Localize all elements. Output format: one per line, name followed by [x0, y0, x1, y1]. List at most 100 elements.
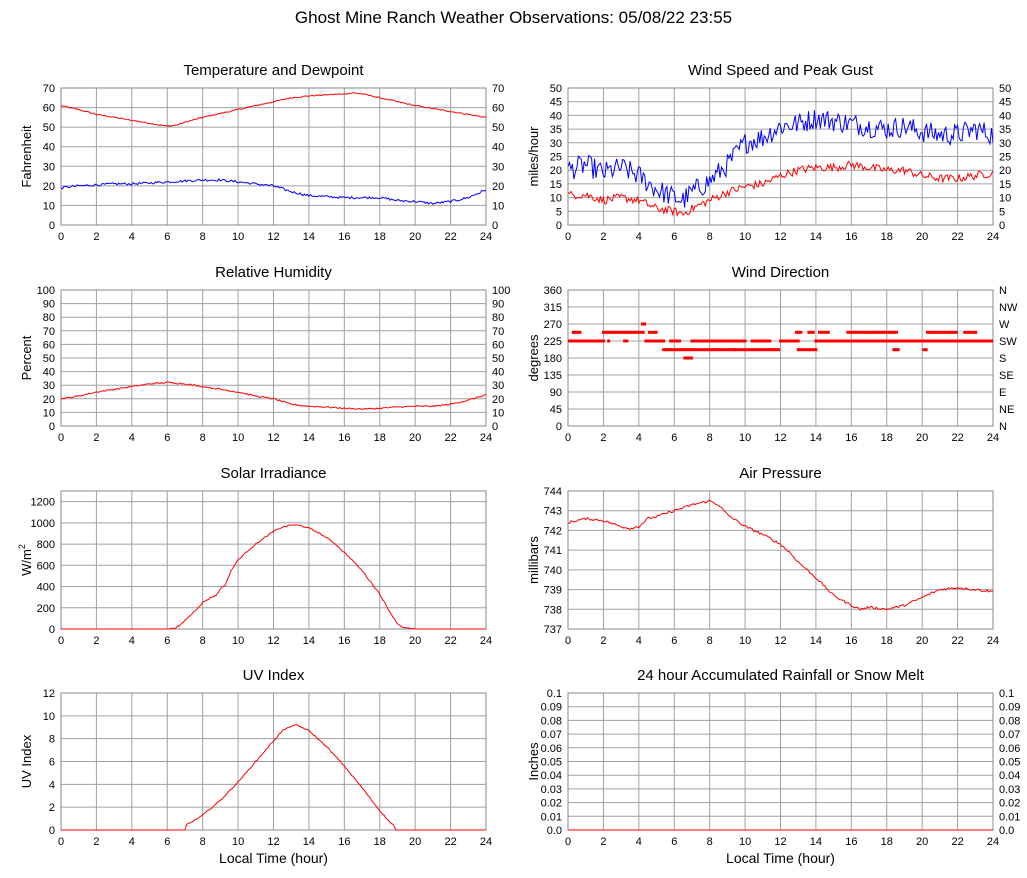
wind-direction-point — [574, 330, 578, 334]
wind-direction-point — [666, 348, 670, 352]
x-tick-label: 22 — [951, 836, 963, 848]
wind-direction-point — [690, 339, 694, 343]
wind-direction-point — [586, 339, 590, 343]
wind-direction-point — [678, 339, 682, 343]
wind-direction-point — [646, 339, 650, 343]
wind-direction-point — [573, 339, 577, 343]
x-tick-label: 20 — [916, 836, 928, 848]
y-tick-label: 30 — [43, 161, 55, 173]
chart-title: UV Index — [243, 667, 305, 684]
wind-direction-point — [922, 339, 926, 343]
wind-direction-point — [965, 330, 969, 334]
series-line-wind-speed — [568, 160, 993, 218]
y-tick-label: 738 — [544, 604, 562, 616]
y-tick-label: 742 — [544, 525, 562, 537]
x-tick-label: 22 — [444, 432, 456, 444]
x-tick-label: 24 — [987, 231, 999, 243]
y-tick-label-right: 0 — [492, 421, 498, 433]
x-tick-label: 6 — [671, 635, 677, 647]
wind-direction-point — [864, 330, 867, 334]
wind-direction-point — [742, 339, 746, 343]
wind-direction-point — [840, 339, 844, 343]
x-tick-label: 0 — [565, 836, 571, 848]
x-tick-label: 18 — [374, 836, 386, 848]
y-axis-label: miles/hour — [526, 126, 541, 187]
wind-direction-point — [960, 339, 964, 343]
plot-frame — [60, 289, 487, 427]
y-tick-label-right: 30 — [492, 161, 504, 173]
y-tick-label: 20 — [43, 181, 55, 193]
y-tick-label: 225 — [544, 336, 562, 348]
y-tick-label-right: 50 — [492, 353, 504, 365]
wind-direction-point — [821, 339, 825, 343]
wind-direction-point — [871, 339, 875, 343]
x-tick-label: 4 — [129, 836, 135, 848]
wind-direction-point — [644, 339, 648, 343]
y-tick-label-right: 40 — [999, 110, 1011, 122]
wind-direction-point — [723, 348, 727, 352]
x-tick-label: 20 — [916, 635, 928, 647]
x-tick-label: 16 — [338, 432, 350, 444]
wind-direction-point — [838, 339, 842, 343]
wind-direction-point — [719, 339, 723, 343]
y-tick-label-right: NE — [999, 404, 1014, 416]
y-tick-label: 743 — [544, 506, 562, 518]
wind-direction-point — [859, 330, 863, 334]
wind-direction-point — [703, 339, 707, 343]
wind-direction-point — [852, 339, 856, 343]
wind-direction-point — [866, 330, 870, 334]
y-tick-label: 15 — [550, 179, 562, 191]
plot-frame — [567, 289, 994, 427]
y-tick-label: 30 — [550, 138, 562, 150]
wind-direction-point — [590, 339, 594, 343]
wind-direction-point — [717, 348, 721, 352]
wind-direction-point — [879, 330, 883, 334]
wind-direction-point — [834, 339, 838, 343]
wind-direction-point — [626, 330, 630, 334]
wind-direction-point — [619, 330, 623, 334]
wind-direction-point — [577, 339, 581, 343]
wind-direction-point — [888, 330, 892, 334]
plot-frame — [567, 87, 994, 226]
y-tick-label-right: 60 — [492, 339, 504, 351]
x-tick-label: 18 — [374, 432, 386, 444]
x-tick-label: 2 — [93, 635, 99, 647]
wind-direction-point — [682, 348, 686, 352]
x-tick-label: 24 — [480, 432, 492, 444]
wind-direction-point — [612, 330, 616, 334]
wind-direction-point — [766, 348, 770, 352]
wind-direction-point — [625, 339, 629, 343]
wind-direction-point — [934, 330, 938, 334]
wind-direction-point — [894, 348, 898, 352]
wind-direction-point — [814, 339, 818, 343]
wind-direction-point — [876, 339, 880, 343]
wind-direction-point — [599, 339, 603, 343]
wind-direction-point — [710, 339, 714, 343]
x-tick-label: 6 — [671, 432, 677, 444]
wind-direction-point — [948, 330, 952, 334]
x-tick-label: 20 — [916, 231, 928, 243]
x-tick-label: 16 — [338, 635, 350, 647]
y-tick-label: 40 — [43, 142, 55, 154]
y-tick-label-right: 50 — [999, 83, 1011, 95]
y-tick-label: 0 — [49, 825, 55, 837]
wind-direction-point — [568, 339, 572, 343]
y-tick-label: 737 — [544, 624, 562, 636]
wind-direction-point — [814, 348, 818, 352]
chart-rain: 24 hour Accumulated Rainfall or Snow Mel… — [526, 667, 1020, 866]
x-tick-label: 0 — [58, 836, 64, 848]
wind-direction-point — [874, 339, 878, 343]
wind-direction-point — [690, 348, 694, 352]
wind-direction-point — [867, 339, 871, 343]
wind-direction-point — [606, 330, 610, 334]
x-tick-label: 24 — [987, 432, 999, 444]
y-tick-label: 20 — [43, 394, 55, 406]
wind-direction-point — [911, 339, 915, 343]
x-tick-label: 20 — [916, 432, 928, 444]
wind-direction-point — [708, 339, 712, 343]
y-tick-label: 40 — [550, 110, 562, 122]
wind-direction-point — [719, 348, 723, 352]
wind-direction-point — [721, 339, 725, 343]
